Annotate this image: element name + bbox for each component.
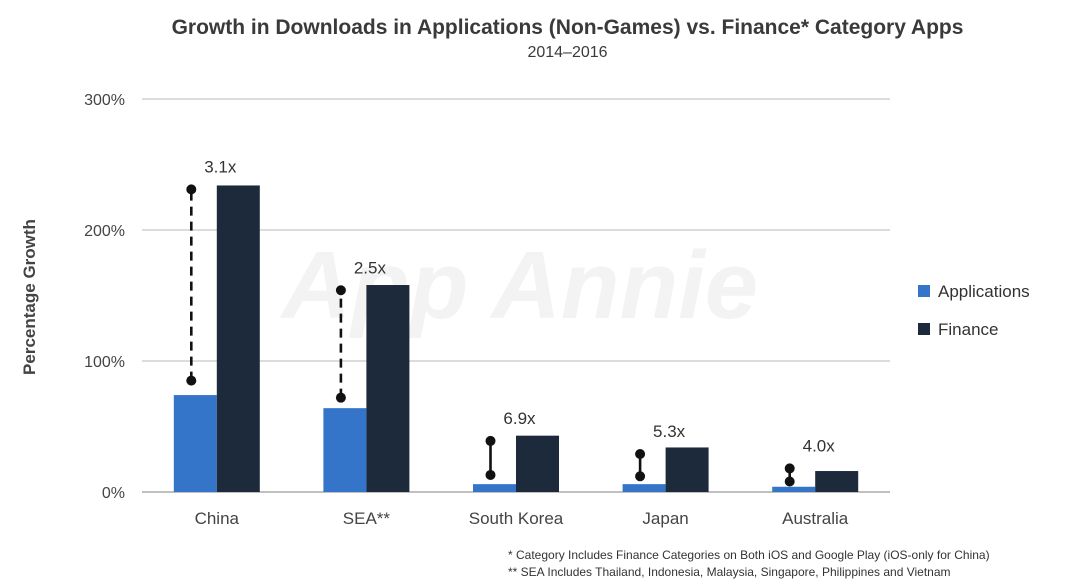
legend-label: Applications (938, 282, 1030, 301)
y-tick-label: 300% (84, 92, 125, 109)
x-category-label: SEA** (343, 509, 391, 528)
applications-bar-1 (173, 395, 217, 492)
watermark-text: App Annie (280, 232, 758, 339)
applications-bar-3 (473, 484, 516, 492)
finance-bar-4 (665, 447, 709, 492)
chart-subtitle: 2014–2016 (527, 44, 608, 61)
multiplier-label: 6.9x (503, 409, 536, 428)
footnote-2: ** SEA Includes Thailand, Indonesia, Mal… (508, 565, 951, 579)
finance-bar-3 (516, 435, 559, 492)
connector-dot (635, 449, 646, 460)
x-category-label: Japan (642, 509, 688, 528)
legend-label: Finance (938, 320, 998, 339)
legend-swatch (918, 285, 930, 297)
footnotes: * Category Includes Finance Categories o… (508, 547, 990, 581)
connector-dot (186, 184, 197, 195)
finance-bar-1 (216, 185, 260, 492)
connector-dot (784, 463, 795, 474)
footnote-1: * Category Includes Finance Categories o… (508, 548, 990, 562)
connector-dot (186, 375, 197, 386)
legend-swatch (918, 323, 930, 335)
multiplier-label: 5.3x (653, 422, 686, 441)
connector-dot (335, 285, 346, 296)
applications-bar-5 (772, 486, 816, 492)
connector-dot (485, 435, 496, 446)
legend: Applications Finance (918, 282, 1030, 339)
x-category-label: China (195, 509, 240, 528)
y-tick-label: 100% (84, 354, 125, 371)
x-category-label: Australia (782, 509, 849, 528)
connector-dot (784, 476, 795, 487)
bars (173, 185, 859, 492)
y-tick-label: 0% (102, 485, 125, 502)
applications-bar-2 (323, 408, 367, 492)
labels: 0% 100% 200% 300% Percentage Growth China 3.1x… (20, 92, 849, 528)
multiplier-label: 2.5x (354, 258, 387, 277)
chart-title: Growth in Downloads in Applications (Non… (171, 16, 964, 39)
y-axis-title: Percentage Growth (20, 219, 39, 375)
y-tick-label: 200% (84, 223, 125, 240)
multiplier-label: 3.1x (204, 157, 237, 176)
finance-bar-5 (815, 471, 859, 492)
connector-dot (485, 469, 496, 480)
multiplier-label: 4.0x (803, 436, 836, 455)
applications-bar-4 (622, 484, 666, 492)
multiplier-connectors (186, 184, 795, 487)
x-category-label: South Korea (469, 509, 564, 528)
finance-bar-2 (366, 285, 410, 492)
watermark: App Annie (280, 232, 758, 339)
connector-dot (635, 471, 646, 482)
connector-dot (335, 392, 346, 403)
